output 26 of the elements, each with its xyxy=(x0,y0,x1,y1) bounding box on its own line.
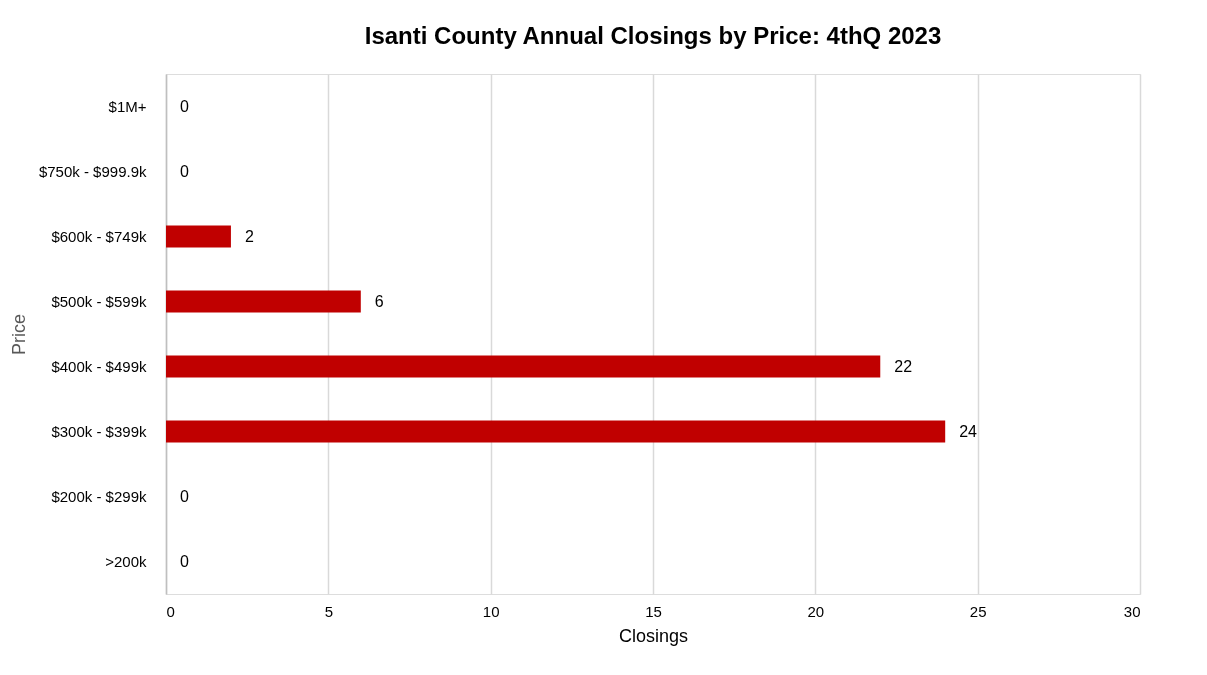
y-tick-label: $750k - $999.9k xyxy=(38,162,147,180)
y-axis-title: Price xyxy=(8,313,29,356)
data-label: 22 xyxy=(894,357,913,375)
y-tick-label: $200k - $299k xyxy=(51,487,147,505)
data-label: 0 xyxy=(180,97,189,115)
chart-title: Isanti County Annual Closings by Price: 4thQ 2023 xyxy=(364,22,942,49)
x-tick-label: 20 xyxy=(807,602,825,620)
x-tick-label: 10 xyxy=(482,602,500,620)
y-tick-label: $500k - $599k xyxy=(51,292,147,310)
x-tick-label: 25 xyxy=(969,602,987,620)
data-label: 6 xyxy=(374,292,384,310)
x-tick-label: 0 xyxy=(166,602,175,620)
data-label: 0 xyxy=(180,162,189,180)
x-tick-label: 30 xyxy=(1123,602,1141,620)
y-tick-label: >200k xyxy=(105,552,147,570)
y-tick-label: $400k - $499k xyxy=(51,357,147,375)
x-axis-title: Closings xyxy=(618,625,689,646)
data-label: 0 xyxy=(180,552,189,570)
data-label: 0 xyxy=(180,487,189,505)
x-tick-label: 5 xyxy=(324,602,334,620)
data-label: 2 xyxy=(244,227,254,245)
data-label: 24 xyxy=(959,422,978,440)
x-tick-label: 15 xyxy=(645,602,662,620)
y-tick-label: $600k - $749k xyxy=(51,227,147,245)
y-tick-label: $300k - $399k xyxy=(51,422,147,440)
y-tick-label: $1M+ xyxy=(108,97,147,115)
